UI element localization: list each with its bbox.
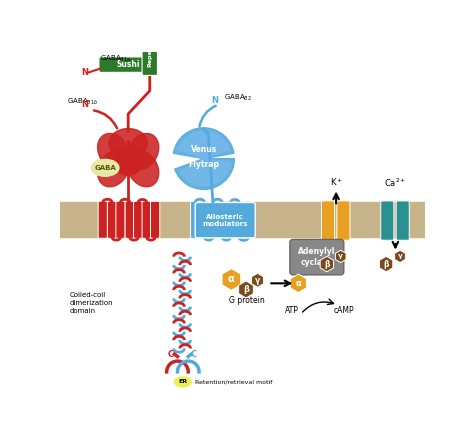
Text: K$^+$: K$^+$ bbox=[329, 177, 343, 188]
Text: C: C bbox=[191, 350, 197, 359]
Text: cAMP: cAMP bbox=[334, 306, 354, 315]
Text: Coiled-coil
dimerization
domain: Coiled-coil dimerization domain bbox=[70, 292, 113, 313]
FancyBboxPatch shape bbox=[116, 201, 125, 238]
FancyBboxPatch shape bbox=[134, 201, 143, 238]
Ellipse shape bbox=[114, 148, 143, 175]
Text: Flytrap: Flytrap bbox=[188, 160, 219, 169]
Text: C: C bbox=[167, 350, 173, 359]
Ellipse shape bbox=[98, 150, 129, 187]
Text: G protein: G protein bbox=[229, 296, 264, 305]
FancyBboxPatch shape bbox=[290, 239, 344, 275]
Text: N: N bbox=[82, 100, 89, 109]
FancyBboxPatch shape bbox=[108, 201, 117, 238]
Text: α: α bbox=[228, 275, 235, 284]
FancyBboxPatch shape bbox=[208, 201, 218, 238]
Ellipse shape bbox=[127, 133, 159, 170]
Text: ER: ER bbox=[178, 379, 187, 385]
FancyBboxPatch shape bbox=[321, 201, 335, 240]
FancyBboxPatch shape bbox=[337, 201, 350, 240]
Text: Sushi: Sushi bbox=[117, 60, 140, 69]
FancyBboxPatch shape bbox=[98, 201, 108, 238]
FancyBboxPatch shape bbox=[226, 201, 235, 238]
Text: Repeats: Repeats bbox=[147, 38, 152, 67]
Text: α: α bbox=[295, 279, 301, 288]
Wedge shape bbox=[180, 159, 230, 186]
Text: γ: γ bbox=[338, 253, 343, 259]
Polygon shape bbox=[336, 250, 346, 262]
Text: Allosteric
modulators: Allosteric modulators bbox=[202, 214, 248, 227]
Polygon shape bbox=[320, 256, 334, 272]
Ellipse shape bbox=[91, 159, 119, 176]
Ellipse shape bbox=[174, 377, 191, 387]
Bar bbox=[60, 202, 425, 237]
Text: GABA$_{B1b}$: GABA$_{B1b}$ bbox=[66, 97, 98, 107]
FancyBboxPatch shape bbox=[381, 201, 394, 240]
Ellipse shape bbox=[98, 133, 129, 170]
Text: β: β bbox=[383, 259, 389, 269]
Ellipse shape bbox=[109, 129, 147, 158]
Text: γ: γ bbox=[398, 253, 402, 259]
Text: ATP: ATP bbox=[284, 306, 298, 315]
Text: Ca$^{2+}$: Ca$^{2+}$ bbox=[384, 176, 407, 189]
Wedge shape bbox=[178, 132, 229, 159]
FancyBboxPatch shape bbox=[195, 202, 255, 238]
Text: β: β bbox=[324, 259, 329, 269]
FancyBboxPatch shape bbox=[99, 57, 157, 72]
Wedge shape bbox=[175, 159, 235, 189]
Polygon shape bbox=[380, 256, 393, 272]
Polygon shape bbox=[252, 273, 264, 287]
Text: GABA$_{B2}$: GABA$_{B2}$ bbox=[225, 92, 252, 102]
FancyBboxPatch shape bbox=[235, 201, 244, 238]
FancyBboxPatch shape bbox=[151, 201, 160, 238]
Text: N: N bbox=[211, 95, 218, 105]
Wedge shape bbox=[173, 128, 234, 159]
FancyBboxPatch shape bbox=[191, 201, 200, 238]
Text: Adenylyl
cyclase: Adenylyl cyclase bbox=[298, 248, 336, 267]
Polygon shape bbox=[395, 250, 405, 262]
Ellipse shape bbox=[127, 150, 159, 187]
FancyBboxPatch shape bbox=[142, 201, 151, 238]
FancyBboxPatch shape bbox=[244, 201, 253, 238]
FancyBboxPatch shape bbox=[396, 201, 409, 240]
Text: Venus: Venus bbox=[191, 145, 217, 154]
Text: N: N bbox=[82, 68, 89, 77]
FancyBboxPatch shape bbox=[142, 29, 157, 75]
Polygon shape bbox=[222, 269, 241, 290]
Text: β: β bbox=[243, 285, 249, 294]
FancyBboxPatch shape bbox=[125, 201, 134, 238]
FancyBboxPatch shape bbox=[200, 201, 209, 238]
FancyBboxPatch shape bbox=[218, 201, 227, 238]
Text: Retention/retrieval motif: Retention/retrieval motif bbox=[195, 379, 273, 385]
Polygon shape bbox=[239, 281, 253, 298]
Polygon shape bbox=[291, 274, 306, 293]
Text: GABA$_{B1a}$: GABA$_{B1a}$ bbox=[100, 54, 131, 64]
Text: GABA: GABA bbox=[94, 165, 116, 171]
Text: γ: γ bbox=[255, 276, 260, 285]
